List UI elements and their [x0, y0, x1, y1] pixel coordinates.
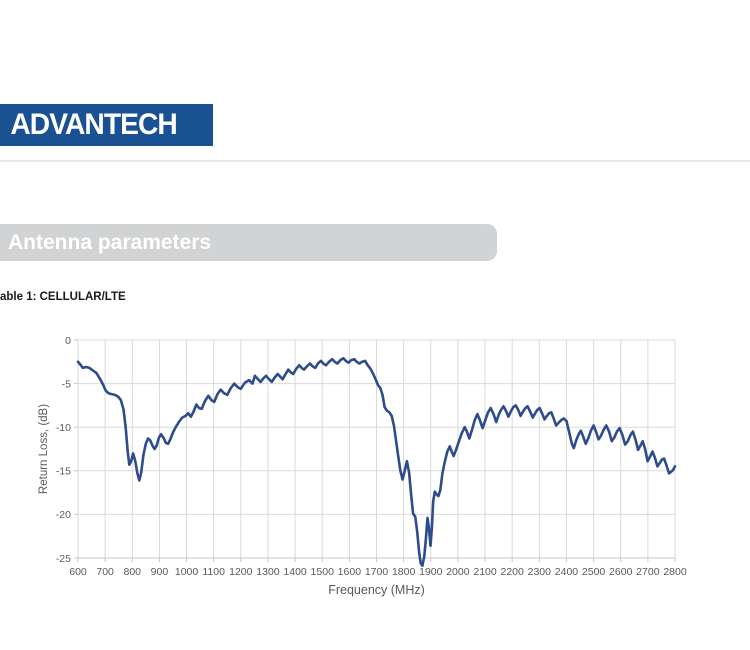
x-tick-label: 1300 — [256, 566, 280, 578]
y-tick-label: -25 — [56, 553, 71, 565]
y-tick-label: 0 — [65, 335, 71, 347]
x-tick-label: 2700 — [636, 566, 660, 578]
x-tick-label: 2300 — [528, 566, 552, 578]
x-tick-label: 1600 — [338, 566, 362, 578]
x-tick-label: 1700 — [365, 566, 389, 578]
x-tick-label: 1000 — [175, 566, 199, 578]
x-tick-label: 1800 — [392, 566, 416, 578]
x-tick-label: 900 — [151, 566, 169, 578]
y-tick-label: -20 — [56, 509, 71, 521]
x-tick-label: 1400 — [283, 566, 307, 578]
y-tick-label: -10 — [56, 422, 71, 434]
advantech-logo-text: ADVANTECH — [10, 108, 177, 141]
x-tick-label: 800 — [124, 566, 142, 578]
x-tick-label: 1100 — [202, 566, 225, 578]
x-tick-label: 2400 — [555, 566, 579, 578]
x-tick-label: 1200 — [229, 566, 253, 578]
header-divider — [0, 160, 750, 162]
x-tick-label: 2100 — [473, 566, 497, 578]
x-tick-label: 2500 — [582, 566, 606, 578]
x-tick-label: 2000 — [446, 566, 470, 578]
y-tick-label: -5 — [62, 378, 71, 390]
y-axis-title: Return Loss, (dB) — [38, 404, 50, 494]
x-tick-label: 2200 — [501, 566, 525, 578]
x-tick-label: 1500 — [311, 566, 335, 578]
x-tick-label: 2800 — [663, 566, 687, 578]
x-tick-label: 600 — [69, 566, 87, 578]
y-tick-label: -15 — [56, 466, 71, 478]
x-axis-title: Frequency (MHz) — [328, 583, 425, 597]
x-tick-label: 1900 — [419, 566, 443, 578]
section-banner: Antenna parameters — [0, 224, 497, 261]
section-title: Antenna parameters — [8, 230, 212, 254]
table-caption: able 1: CELLULAR/LTE — [0, 291, 126, 303]
return-loss-line — [76, 356, 677, 568]
x-tick-label: 2600 — [609, 566, 633, 578]
advantech-logo: ADVANTECH — [0, 104, 213, 146]
x-tick-label: 700 — [96, 566, 114, 578]
